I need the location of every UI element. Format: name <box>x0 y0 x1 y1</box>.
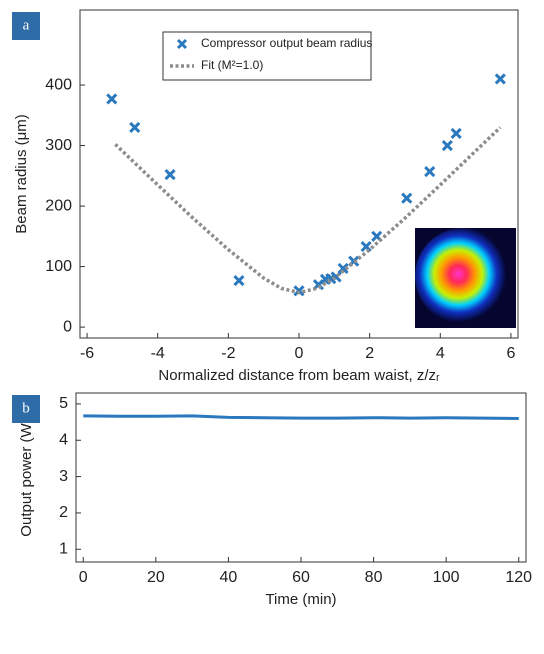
y-tick-label: 300 <box>45 137 72 154</box>
data-line <box>83 414 519 420</box>
panel-label: a <box>23 17 30 33</box>
panel-label-box <box>12 12 40 40</box>
x-tick-label: 80 <box>365 569 383 586</box>
legend-box <box>162 31 372 81</box>
y-tick-label: 200 <box>45 197 72 214</box>
x-tick-label: 120 <box>505 569 532 586</box>
x-tick-label: 20 <box>147 569 165 586</box>
y-tick-label: 0 <box>63 318 72 335</box>
data-point <box>337 262 349 274</box>
y-tick-label: 5 <box>59 395 68 412</box>
data-point <box>164 169 176 181</box>
data-point <box>293 285 305 297</box>
x-axis-label: Normalized distance from beam waist, z/z… <box>158 367 440 384</box>
x-tick-label: -4 <box>151 345 165 362</box>
data-point <box>441 139 453 152</box>
data-point <box>401 192 413 204</box>
beam-profile <box>415 228 511 324</box>
x-tick-label: 4 <box>436 345 445 362</box>
panel-label-box <box>12 395 40 423</box>
legend-label: Fit (M²=1.0) <box>201 58 263 72</box>
y-axis-label: Output power (W) <box>18 418 35 536</box>
y-tick-label: 4 <box>59 431 68 448</box>
data-point <box>450 127 462 140</box>
x-tick-label: 60 <box>292 569 310 586</box>
data-point <box>233 274 245 287</box>
y-tick-label: 1 <box>59 540 68 557</box>
x-tick-label: 6 <box>506 345 515 362</box>
x-tick-label: 100 <box>433 569 460 586</box>
x-tick-label: 0 <box>79 569 88 586</box>
legend-marker <box>176 38 188 50</box>
data-point <box>424 166 436 178</box>
x-tick-label: 0 <box>295 345 304 362</box>
x-tick-label: 2 <box>365 345 374 362</box>
x-tick-label: 40 <box>220 569 238 586</box>
legend-label: Compressor output beam radius <box>201 36 372 50</box>
data-point <box>360 241 372 253</box>
data-point <box>106 93 118 105</box>
data-line <box>114 126 502 295</box>
y-tick-label: 2 <box>59 504 68 521</box>
x-tick-label: -2 <box>221 345 235 362</box>
y-tick-label: 3 <box>59 468 68 485</box>
data-point <box>494 73 506 85</box>
y-tick-label: 100 <box>45 258 72 275</box>
x-tick-label: -6 <box>80 345 94 362</box>
y-axis-label: Beam radius (μm) <box>13 114 30 234</box>
panel-label: b <box>22 400 30 416</box>
data-point <box>129 121 141 133</box>
y-tick-label: 400 <box>45 76 72 93</box>
x-axis-label: Time (min) <box>265 591 336 608</box>
